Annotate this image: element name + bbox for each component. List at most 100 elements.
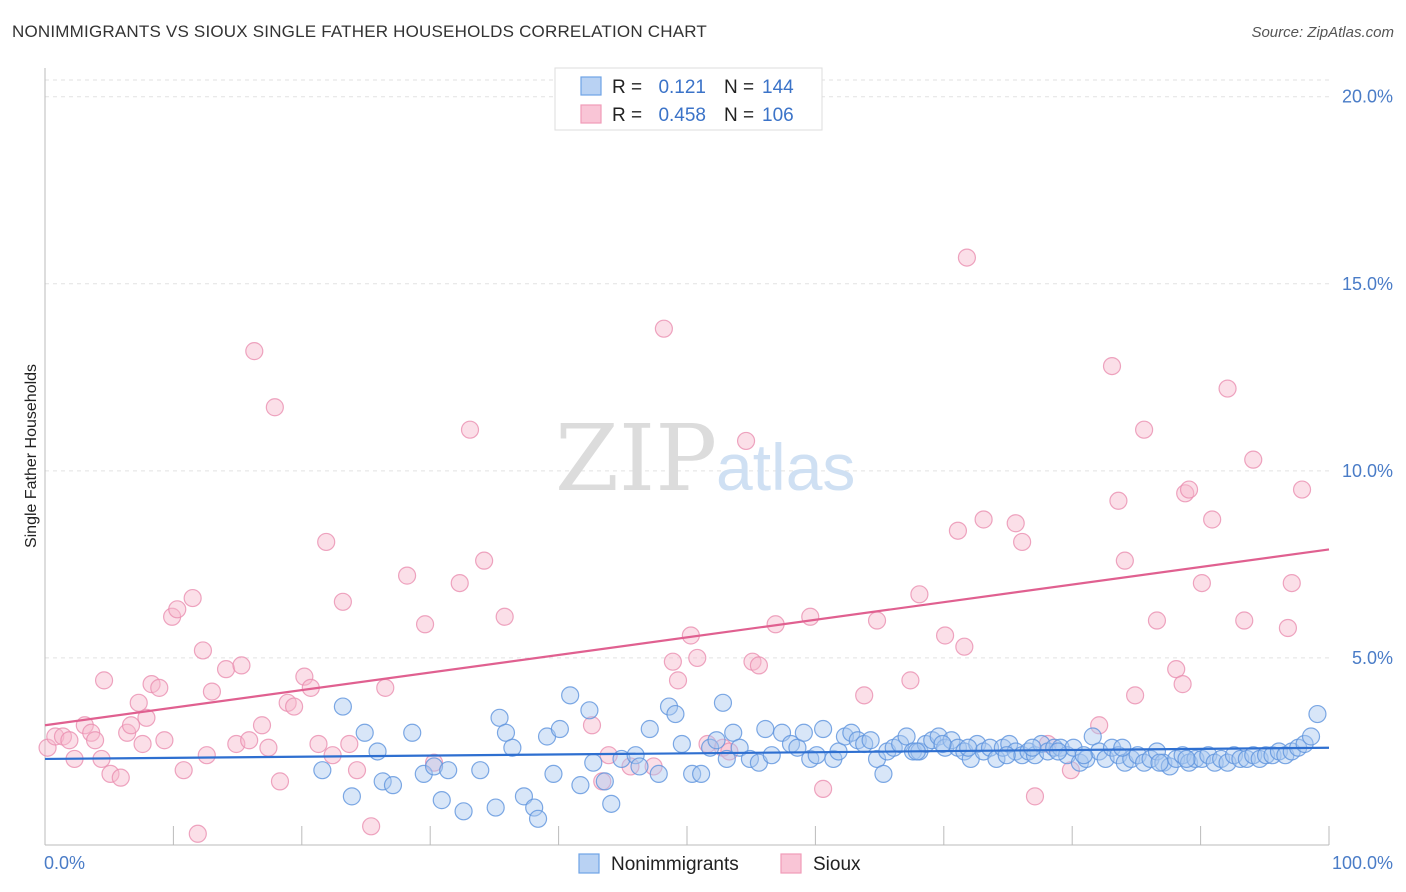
- data-point: [1167, 660, 1186, 679]
- legend-bottom: Nonimmigrants Sioux: [578, 853, 861, 875]
- data-point: [1244, 450, 1263, 469]
- data-point: [383, 776, 403, 795]
- data-point: [595, 772, 614, 791]
- x-tick-label: 0.0%: [44, 853, 85, 873]
- data-point: [701, 738, 720, 757]
- data-point: [137, 708, 156, 727]
- data-point: [1147, 611, 1167, 630]
- data-point: [174, 761, 193, 780]
- data-point: [1308, 704, 1327, 724]
- data-point: [368, 742, 387, 761]
- data-point: [168, 600, 187, 619]
- data-point: [974, 510, 993, 529]
- trend-lines: [44, 548, 1330, 761]
- data-point: [333, 697, 352, 716]
- data-point: [414, 764, 433, 784]
- data-point: [460, 420, 480, 439]
- legend-n-value: 106: [762, 105, 794, 126]
- y-axis-label: Single Father Households: [23, 364, 40, 548]
- data-point: [663, 652, 682, 671]
- legend-n-label: N =: [724, 77, 754, 98]
- data-point: [232, 656, 251, 675]
- data-point: [1282, 573, 1301, 593]
- data-point: [475, 551, 494, 570]
- data-point: [1179, 480, 1199, 499]
- data-point: [1203, 510, 1222, 529]
- data-point: [85, 731, 105, 750]
- data-point: [959, 738, 978, 757]
- data-point: [439, 761, 458, 780]
- watermark: ZIP atlas: [555, 405, 855, 512]
- data-point: [323, 746, 342, 765]
- data-point: [259, 738, 278, 757]
- data-point: [933, 734, 952, 754]
- data-point: [202, 682, 222, 701]
- data-point: [654, 319, 673, 338]
- data-point: [94, 671, 114, 690]
- legend-swatch: [580, 104, 602, 124]
- data-point: [717, 749, 736, 769]
- legend-top: R = 0.121 N = 144 R = 0.458 N = 106: [554, 67, 823, 131]
- data-point: [814, 719, 833, 739]
- data-point: [867, 749, 887, 769]
- data-point: [397, 566, 417, 585]
- data-point: [842, 723, 861, 742]
- data-point: [197, 746, 216, 765]
- data-point: [188, 824, 207, 843]
- data-point: [129, 693, 148, 712]
- data-point: [1083, 727, 1102, 746]
- legend-r-value: 0.121: [658, 77, 706, 98]
- data-point: [376, 678, 395, 697]
- data-point: [955, 637, 974, 656]
- data-point: [1126, 686, 1145, 705]
- data-point: [942, 731, 961, 750]
- data-point: [514, 787, 534, 806]
- data-point: [861, 731, 880, 750]
- data-point: [1048, 742, 1068, 761]
- data-point: [584, 753, 603, 772]
- data-point: [736, 431, 756, 451]
- data-point: [762, 746, 781, 765]
- data-point: [582, 716, 602, 735]
- data-point: [496, 723, 516, 742]
- data-point: [454, 802, 473, 821]
- data-point: [1102, 356, 1122, 376]
- legend-n-value: 144: [762, 77, 794, 98]
- data-point: [874, 764, 893, 784]
- data-point: [668, 671, 688, 690]
- data-point: [355, 723, 374, 742]
- data-point: [486, 798, 505, 817]
- data-point: [295, 667, 314, 686]
- data-point: [749, 656, 769, 675]
- legend-bottom-swatch: [578, 853, 600, 874]
- axes: [44, 68, 1330, 846]
- data-point: [1192, 573, 1211, 593]
- data-point: [317, 532, 336, 552]
- data-point: [1115, 551, 1134, 570]
- watermark-zip: ZIP: [555, 405, 717, 512]
- data-point: [373, 772, 392, 791]
- data-point: [935, 626, 955, 645]
- data-point: [155, 731, 174, 750]
- legend-swatch: [580, 76, 602, 96]
- data-point: [602, 794, 621, 813]
- data-point: [150, 678, 169, 697]
- data-point: [347, 761, 367, 780]
- data-point: [528, 809, 548, 828]
- data-point: [1235, 611, 1254, 630]
- x-tick-label: 100.0%: [1332, 853, 1393, 873]
- y-tick-label: 15.0%: [1342, 274, 1393, 294]
- data-point: [649, 764, 668, 784]
- data-point: [362, 817, 381, 836]
- data-point: [756, 719, 775, 739]
- data-point: [1292, 480, 1312, 499]
- data-point: [252, 716, 272, 735]
- data-point: [672, 734, 691, 754]
- data-point: [910, 585, 929, 604]
- data-point: [692, 764, 711, 784]
- data-point: [688, 648, 707, 668]
- data-point: [1064, 738, 1083, 757]
- data-point: [571, 776, 590, 795]
- data-point: [60, 731, 79, 750]
- data-point: [855, 686, 874, 705]
